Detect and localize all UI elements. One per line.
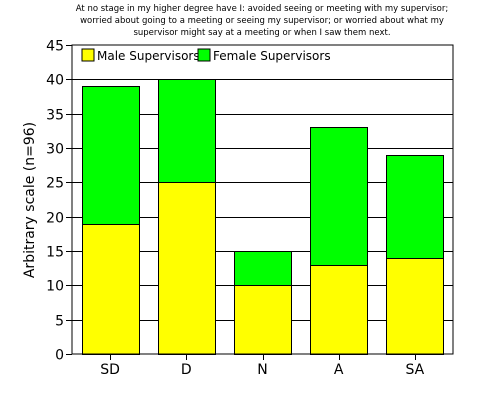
bar-n-male-supervisors [234, 285, 292, 355]
x-tick-label-a: A [334, 362, 344, 378]
legend: Male Supervisors Female Supervisors [81, 48, 331, 63]
y-tick-label-5: 5 [55, 314, 64, 330]
y-tick-label-45: 45 [46, 39, 64, 55]
bar-sa-female-supervisors [386, 155, 444, 259]
bar-sd-male-supervisors [82, 224, 140, 355]
bar-a-male-supervisors [310, 265, 368, 355]
y-tick-label-30: 30 [46, 142, 64, 158]
y-tick-label-20: 20 [46, 211, 64, 227]
legend-swatch-female-supervisors [197, 48, 211, 62]
y-axis-ticks: 0 5 10 15 20 25 30 35 40 45 [46, 39, 72, 364]
y-axis-label: Arbitrary scale (n=96) [22, 122, 38, 278]
legend-label-female-supervisors: Female Supervisors [213, 49, 331, 63]
bar-sd-female-supervisors [82, 86, 140, 225]
chart-title-line-3: supervisor might say at a meeting or whe… [133, 28, 390, 38]
chart-title-line-1: At no stage in my higher degree have I: … [76, 4, 448, 14]
y-tick-label-10: 10 [46, 279, 64, 295]
bar-n-female-supervisors [234, 251, 292, 286]
x-axis-ticks: SD D N A SA [100, 354, 425, 378]
bar-a-female-supervisors [310, 127, 368, 266]
x-tick-label-n: N [257, 362, 267, 378]
bar-d-male-supervisors [158, 182, 216, 355]
legend-swatch-male-supervisors [81, 48, 95, 62]
y-tick-label-15: 15 [46, 245, 64, 261]
y-tick-label-40: 40 [46, 73, 64, 89]
x-tick-label-d: D [181, 362, 192, 378]
bar-d-female-supervisors [158, 79, 216, 183]
bar-sa-male-supervisors [386, 258, 444, 355]
y-tick-label-35: 35 [46, 108, 64, 124]
x-tick-label-sd: SD [100, 362, 120, 378]
plot-frame [71, 44, 454, 355]
legend-label-male-supervisors: Male Supervisors [97, 49, 200, 63]
chart-title-line-2: worried about going to a meeting or seei… [80, 16, 444, 26]
x-tick-label-sa: SA [406, 362, 425, 378]
bars [82, 79, 444, 355]
y-tick-label-0: 0 [55, 348, 64, 364]
y-tick-label-25: 25 [46, 176, 64, 192]
